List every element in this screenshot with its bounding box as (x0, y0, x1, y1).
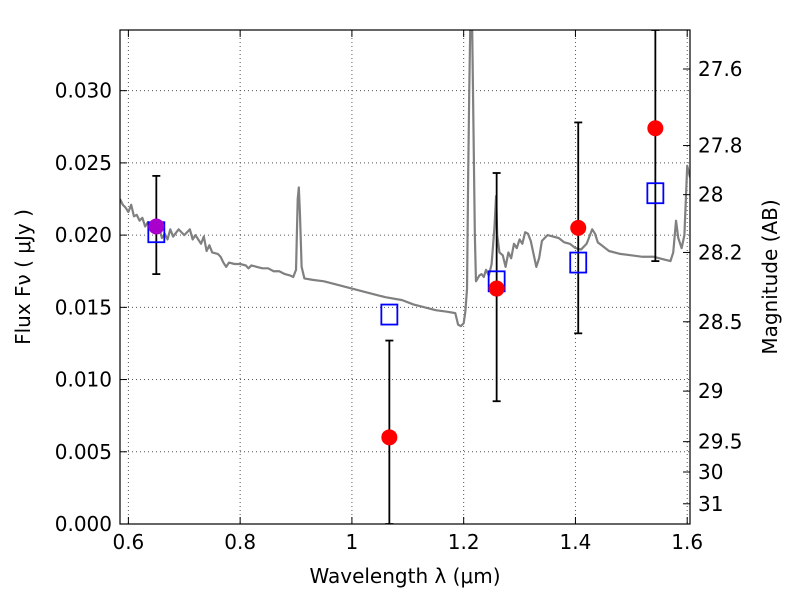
synthetic-flux-square (646, 182, 665, 205)
y2-tick-label: 29.5 (698, 430, 743, 454)
x-axis-title: Wavelength λ (μm) (309, 564, 500, 588)
y2-tick-label: 30 (698, 460, 723, 484)
y-tick-label: 0.005 (55, 440, 112, 464)
x-tick-label: 1.4 (560, 530, 592, 554)
synthetic-flux-square (569, 251, 588, 274)
observed-flux-point (488, 280, 505, 297)
plot-frame (119, 29, 691, 525)
x-tick-label: 1.2 (448, 530, 480, 554)
y-tick-label: 0.000 (55, 512, 112, 536)
y-tick-label: 0.020 (55, 223, 112, 247)
x-tick-label: 1 (346, 530, 359, 554)
data-layer (120, 30, 690, 524)
synthetic-flux-square (380, 303, 399, 326)
x-tick-label: 0.8 (224, 530, 256, 554)
x-tick-label: 0.6 (112, 530, 144, 554)
axis-ticks (120, 30, 690, 525)
y-tick-label: 0.010 (55, 368, 112, 392)
y-tick-label: 0.025 (55, 151, 112, 175)
y-axis-title: Flux Fν ( μJy ) (11, 209, 35, 345)
y-tick-label: 0.030 (55, 79, 112, 103)
y2-tick-label: 31 (698, 492, 723, 516)
y2-axis-title: Magnitude (AB) (758, 199, 782, 354)
x-tick-label: 1.6 (671, 530, 703, 554)
observed-flux-point (647, 120, 664, 137)
observed-flux-point (148, 218, 165, 235)
y2-tick-label: 27.6 (698, 57, 743, 81)
observed-flux-point (570, 219, 587, 236)
y2-tick-label: 28.5 (698, 310, 743, 334)
y2-tick-label: 28.2 (698, 240, 743, 264)
y2-tick-label: 29 (698, 379, 723, 403)
grid-lines (120, 30, 690, 525)
y-tick-label: 0.015 (55, 295, 112, 319)
tick-labels: 0.6 0.8 1 1.2 1.4 1.6 0.000 0.005 0.010 0.015 0.02… (55, 57, 743, 554)
observed-flux-point (381, 429, 398, 446)
y2-tick-label: 28 (698, 183, 723, 207)
model-spectrum-line (120, 30, 690, 328)
y2-tick-label: 27.8 (698, 134, 743, 158)
